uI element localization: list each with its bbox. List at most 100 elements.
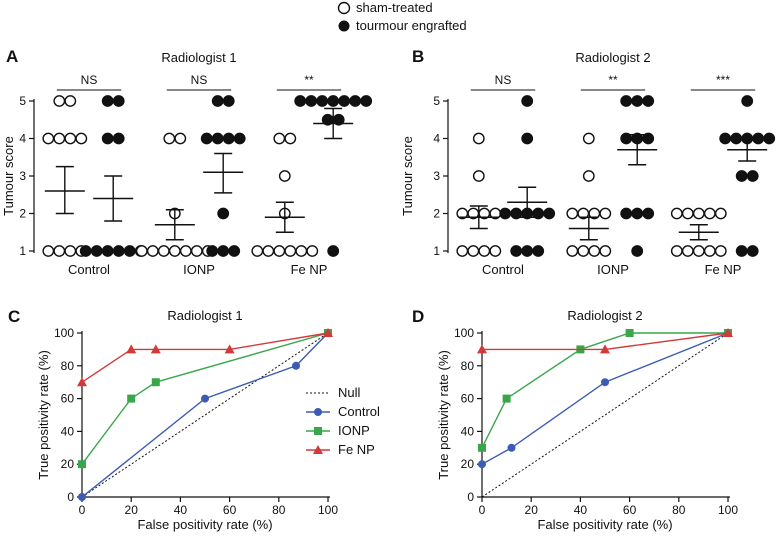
- y-axis-label: True positivity rate (%): [436, 350, 451, 480]
- sham-point: [670, 245, 683, 257]
- y-tick-label: 2: [19, 207, 26, 221]
- x-tick-label: 40: [574, 503, 588, 517]
- data-point: [77, 377, 87, 387]
- y-tick-label: 40: [461, 424, 475, 438]
- series-line: [81, 332, 329, 383]
- sham-point: [42, 132, 55, 145]
- sham-point: [190, 245, 203, 257]
- tumour-point: [620, 95, 633, 107]
- data-point: [78, 460, 86, 469]
- tumour-point: [521, 95, 534, 107]
- tumour-point: [719, 132, 732, 145]
- y-tick-label: 3: [19, 169, 26, 183]
- tumour-point: [543, 207, 556, 220]
- data-point: [313, 445, 323, 454]
- sham-point: [295, 245, 308, 257]
- panel-letter: B: [412, 47, 424, 66]
- data-point: [600, 344, 610, 354]
- panel-letter: A: [6, 47, 18, 66]
- group-label: Fe NP: [705, 262, 742, 277]
- sig-label: NS: [495, 73, 512, 87]
- y-tick-label: 60: [461, 392, 475, 406]
- sham-point: [577, 245, 590, 257]
- tumour-point: [90, 245, 103, 257]
- sig-label: **: [304, 73, 314, 87]
- plots-layer: A Radiologist 1 1 2 3 4 5 Tumour score NS Control…: [1, 47, 776, 532]
- sham-point: [467, 245, 480, 257]
- tumour-point: [741, 95, 754, 107]
- legend-filled-marker: [338, 20, 350, 32]
- sig-label: ***: [716, 73, 730, 87]
- roc-legend: Null Control IONP Fe NP: [306, 385, 380, 457]
- x-axis-label: False positivity rate (%): [137, 517, 272, 532]
- tumour-point: [211, 132, 224, 145]
- sham-point: [146, 245, 159, 257]
- sham-point: [163, 132, 176, 145]
- sham-point: [53, 245, 66, 257]
- panel-A: A Radiologist 1 1 2 3 4 5 Tumour score NS Control…: [1, 47, 373, 277]
- tumour-point: [735, 170, 748, 182]
- data-point: [151, 378, 160, 387]
- y-tick-label: 4: [433, 132, 440, 146]
- tumour-point: [631, 207, 644, 220]
- tumour-point: [112, 95, 125, 107]
- group-label: IONP: [597, 262, 629, 277]
- panel-letter: C: [8, 307, 20, 326]
- data-point: [292, 361, 301, 370]
- sham-point: [284, 245, 297, 257]
- x-tick-label: 60: [223, 503, 237, 517]
- y-tick-label: 80: [61, 359, 75, 373]
- x-tick-label: 60: [623, 503, 637, 517]
- sham-point: [582, 132, 595, 145]
- x-tick-label: 100: [318, 503, 338, 517]
- series-line: [81, 332, 329, 465]
- x-tick-label: 80: [672, 503, 686, 517]
- data-point: [314, 408, 322, 416]
- group-label: IONP: [183, 262, 215, 277]
- series-control: [78, 329, 332, 501]
- y-tick-label: 4: [19, 132, 26, 146]
- y-tick-label: 100: [54, 326, 74, 340]
- tumour-point: [521, 245, 534, 257]
- sham-point: [681, 207, 694, 220]
- tumour-point: [327, 245, 340, 257]
- legend-open-label: sham-treated: [356, 0, 433, 15]
- tumour-point: [338, 95, 351, 107]
- group-label: Control: [68, 262, 110, 277]
- x-tick-label: 80: [272, 503, 286, 517]
- panel-B: B Radiologist 2 1 2 3 4 5 Tumour score NS Control…: [400, 47, 776, 277]
- sham-point: [273, 245, 286, 257]
- data-point: [478, 443, 486, 452]
- y-tick-label: 20: [461, 457, 475, 471]
- data-point: [201, 394, 209, 403]
- sham-point: [42, 245, 55, 257]
- tumour-point: [763, 132, 776, 145]
- sham-point: [53, 95, 66, 107]
- tumour-point: [642, 95, 655, 107]
- tumour-point: [521, 132, 534, 145]
- panel-title: Radiologist 1: [161, 50, 236, 65]
- series-fenp: [477, 328, 733, 354]
- sig-label: **: [608, 73, 618, 87]
- tumour-point: [746, 170, 759, 182]
- legend-null-label: Null: [338, 385, 361, 400]
- legend-label: IONP: [338, 423, 370, 438]
- data-point: [150, 344, 161, 354]
- tumour-point: [79, 245, 92, 257]
- data-point: [477, 344, 487, 354]
- sham-point: [714, 207, 727, 220]
- y-axis-label: Tumour score: [1, 136, 16, 216]
- sham-point: [157, 245, 170, 257]
- sham-point: [478, 245, 491, 257]
- tumour-point: [631, 95, 644, 107]
- tumour-point: [746, 245, 759, 257]
- sham-point: [714, 245, 727, 257]
- sham-point: [566, 207, 579, 220]
- y-tick-label: 20: [61, 457, 75, 471]
- sham-point: [681, 245, 694, 257]
- data-point: [625, 329, 634, 337]
- sham-point: [472, 132, 485, 145]
- sham-point: [472, 170, 485, 182]
- tumour-point: [620, 207, 633, 220]
- panel-letter: D: [412, 307, 424, 326]
